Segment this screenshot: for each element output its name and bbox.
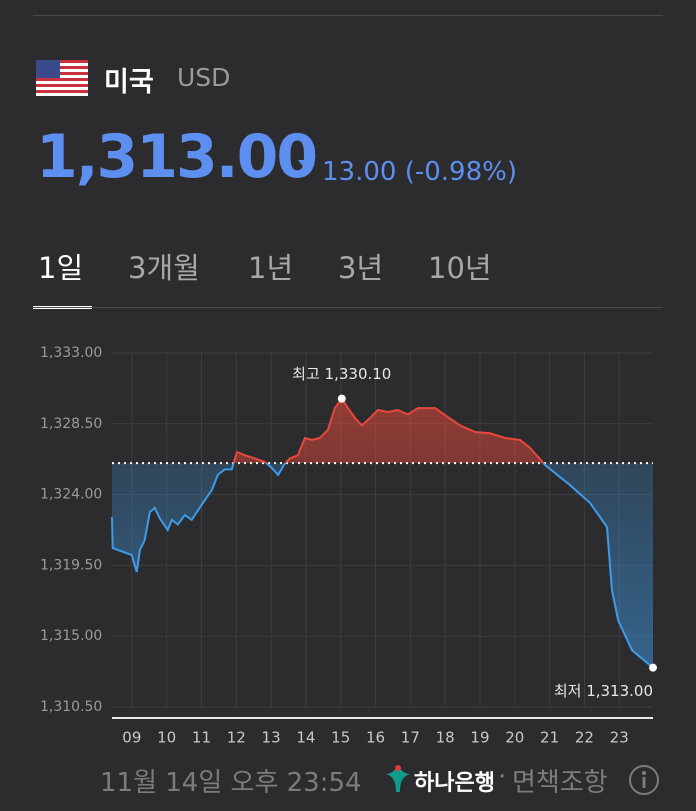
high-marker: [337, 394, 346, 403]
x-tick-label: 22: [575, 729, 594, 747]
x-tick-label: 20: [505, 729, 524, 747]
tab-divider: [33, 307, 663, 308]
tab[interactable]: 1일: [38, 251, 84, 285]
x-tick-label: 12: [227, 729, 246, 747]
tab[interactable]: 3개월: [128, 251, 200, 285]
low-label: 최저 1,313.00: [554, 682, 653, 700]
low-marker: [649, 663, 657, 672]
x-tick-label: 18: [436, 729, 455, 747]
separator: ·: [498, 762, 507, 792]
line-below: [111, 463, 654, 669]
x-tick-label: 21: [540, 729, 559, 747]
country: 미국: [104, 67, 154, 98]
x-tick-label: 13: [262, 729, 281, 747]
x-tick-label: 19: [470, 729, 489, 747]
bank-logo: [386, 765, 410, 792]
info-icon[interactable]: [628, 764, 660, 796]
timestamp: 11월 14일 오후 23:54: [100, 768, 362, 798]
flag-icon: [36, 60, 88, 96]
x-tick-label: 23: [610, 729, 629, 747]
x-tick-label: 16: [366, 729, 385, 747]
area-below: [112, 463, 653, 668]
y-tick-label: 1,310.50: [40, 699, 102, 715]
change: 13.00 (-0.98%): [322, 157, 517, 187]
y-tick-label: 1,324.00: [40, 487, 102, 503]
x-tick-label: 11: [192, 729, 211, 747]
x-tick-label: 10: [157, 729, 176, 747]
x-tick-label: 17: [401, 729, 420, 747]
y-tick-label: 1,333.00: [40, 345, 102, 361]
currency: USD: [177, 63, 231, 92]
x-tick-label: 15: [331, 729, 350, 747]
divider: [33, 15, 663, 16]
down-arrow: [298, 160, 312, 169]
price: 1,313.00: [36, 122, 318, 192]
bank-name: 하나은행: [414, 771, 495, 796]
change-value: 13.00: [322, 157, 397, 187]
line-above: [232, 396, 545, 464]
disclaimer[interactable]: 면책조항: [512, 768, 608, 798]
x-tick-label: 14: [296, 729, 315, 747]
y-tick-label: 1,315.00: [40, 628, 102, 644]
y-tick-label: 1,328.50: [40, 416, 102, 432]
tab[interactable]: 10년: [428, 251, 492, 285]
y-tick-label: 1,319.50: [40, 557, 102, 573]
x-tick-label: 09: [122, 729, 141, 747]
tab[interactable]: 1년: [248, 251, 294, 285]
area-above: [112, 398, 653, 464]
high-label: 최고 1,330.10: [292, 365, 391, 383]
tab[interactable]: 3년: [338, 251, 384, 285]
change-percent: (-0.98%): [404, 157, 517, 187]
